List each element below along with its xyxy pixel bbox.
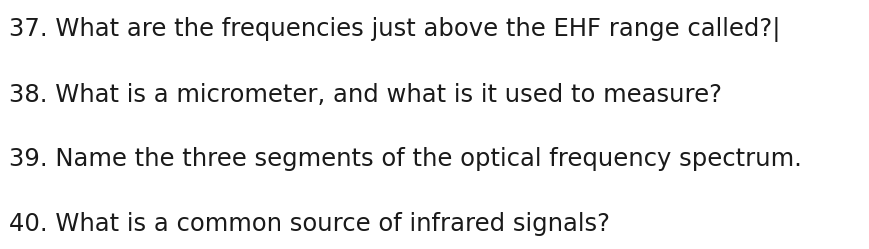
Text: 39. Name the three segments of the optical frequency spectrum.: 39. Name the three segments of the optic… — [9, 147, 800, 171]
Text: 38. What is a micrometer, and what is it used to measure?: 38. What is a micrometer, and what is it… — [9, 83, 721, 107]
Text: 37. What are the frequencies just above the EHF range called?|: 37. What are the frequencies just above … — [9, 17, 779, 42]
Text: 40. What is a common source of infrared signals?: 40. What is a common source of infrared … — [9, 212, 609, 236]
